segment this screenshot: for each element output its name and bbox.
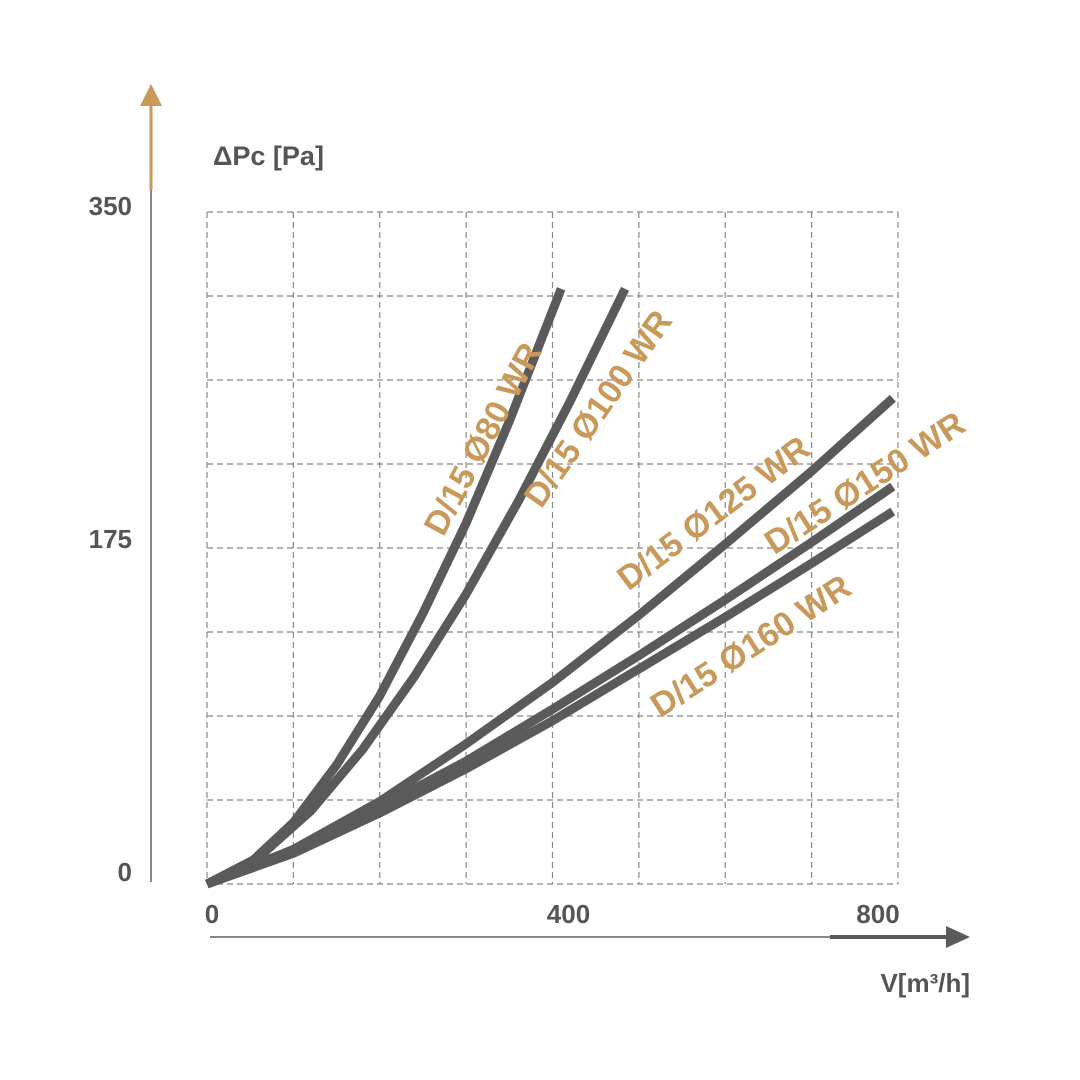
x-axis-arrowhead bbox=[946, 926, 970, 948]
x-tick-label: 800 bbox=[856, 899, 899, 929]
y-axis-arrowhead bbox=[140, 84, 162, 106]
x-tick-label: 400 bbox=[547, 899, 590, 929]
series-label: D/15 Ø80 WR bbox=[417, 337, 550, 542]
x-tick-label: 0 bbox=[205, 899, 219, 929]
y-tick-label: 0 bbox=[118, 857, 132, 887]
series-line bbox=[204, 286, 630, 888]
x-axis-label: V[m³/h] bbox=[880, 968, 970, 998]
y-tick-label: 350 bbox=[89, 191, 132, 221]
series-line bbox=[205, 507, 896, 889]
y-axis-label: ΔPc [Pa] bbox=[213, 141, 324, 171]
y-tick-label: 175 bbox=[89, 524, 132, 554]
